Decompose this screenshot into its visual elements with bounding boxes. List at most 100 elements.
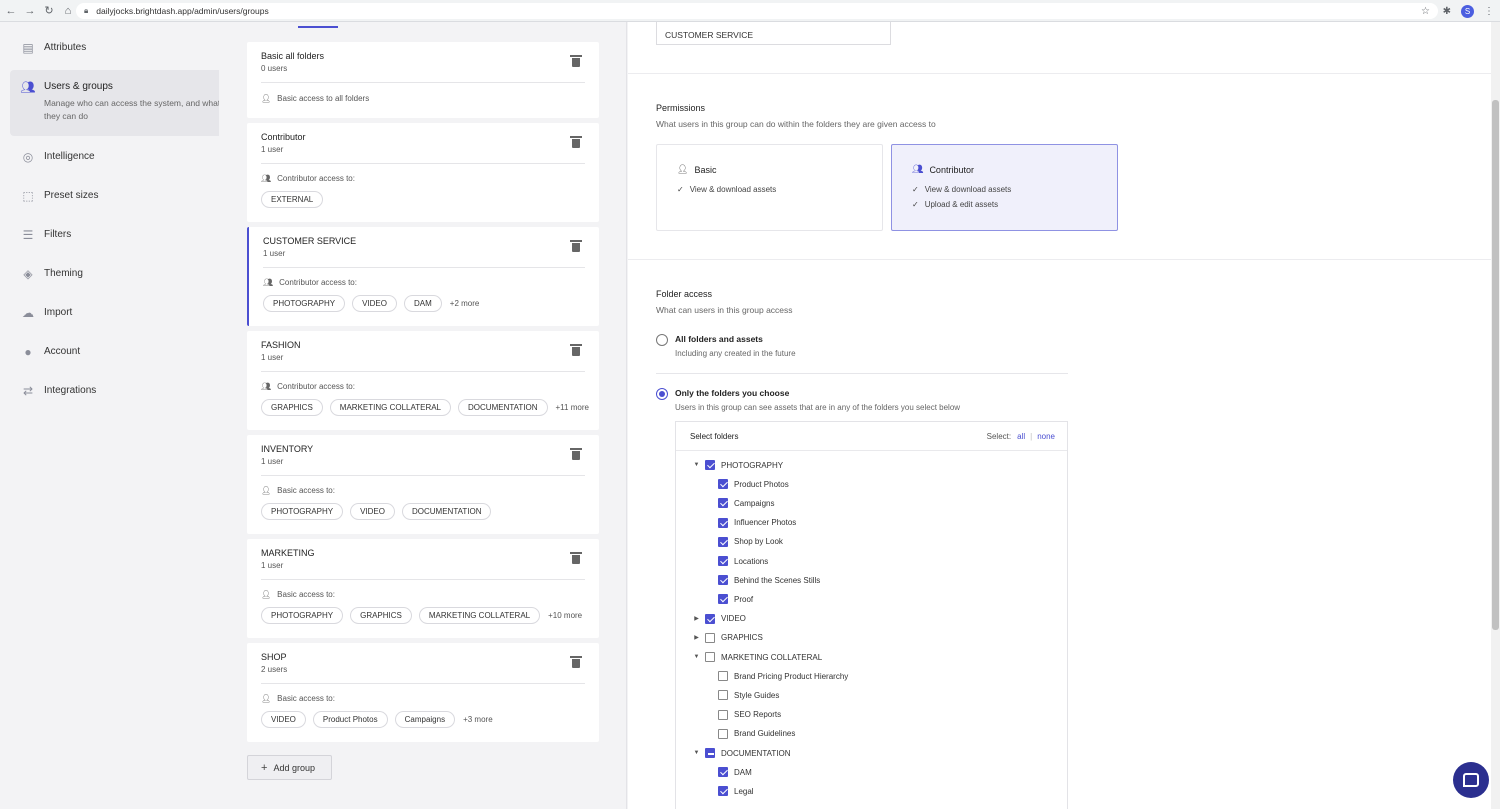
extensions-icon[interactable]: ✱ bbox=[1442, 5, 1451, 17]
folder-tree-row[interactable]: Style Guides bbox=[718, 689, 779, 701]
trash-icon[interactable] bbox=[570, 240, 582, 252]
group-card-marketing[interactable]: MARKETING 1 user 👤︎ Basic access to: PHO… bbox=[247, 539, 599, 638]
folder-tree-row[interactable]: Shop by Look bbox=[718, 536, 783, 548]
group-card-basic-all-folders[interactable]: Basic all folders 0 users 👤︎ Basic acces… bbox=[247, 42, 599, 118]
folder-checkbox[interactable] bbox=[718, 479, 728, 490]
sidebar-item-import[interactable]: ☁ Import bbox=[10, 305, 219, 321]
caret-right-icon[interactable]: ▶ bbox=[694, 616, 699, 623]
sidebar-item-intelligence[interactable]: ◎ Intelligence bbox=[10, 149, 219, 165]
folder-tree-row[interactable]: ▶ VIDEO bbox=[692, 613, 746, 625]
folder-checkbox[interactable] bbox=[705, 748, 715, 758]
folder-label: SEO Reports bbox=[734, 710, 782, 720]
group-name-input[interactable] bbox=[656, 22, 891, 45]
folder-checkbox[interactable] bbox=[718, 690, 728, 701]
caret-down-icon[interactable]: ▼ bbox=[693, 750, 700, 756]
folder-checkbox[interactable] bbox=[705, 460, 715, 470]
crop-icon: ⬚ bbox=[22, 189, 34, 203]
folder-checkbox[interactable] bbox=[718, 671, 728, 682]
radio-button-selected[interactable] bbox=[656, 388, 668, 400]
trash-icon[interactable] bbox=[570, 552, 582, 564]
plus-icon: + bbox=[261, 761, 268, 774]
browser-menu-icon[interactable]: ⋮ bbox=[1484, 5, 1494, 17]
folder-checkbox[interactable] bbox=[718, 767, 728, 778]
folder-tree-row[interactable]: Brand Guidelines bbox=[718, 728, 795, 740]
caret-down-icon[interactable]: ▼ bbox=[693, 654, 700, 660]
divider bbox=[628, 259, 1491, 260]
trash-icon[interactable] bbox=[570, 344, 582, 356]
group-card-shop[interactable]: SHOP 2 users 👤︎ Basic access to: VIDEO P… bbox=[247, 643, 599, 742]
more-folders-count: +2 more bbox=[449, 299, 480, 308]
folder-tree-row[interactable]: Locations bbox=[718, 555, 768, 567]
reload-icon[interactable]: ↻ bbox=[44, 5, 54, 17]
folder-tree-row[interactable]: Brand Pricing Product Hierarchy bbox=[718, 670, 848, 682]
bookmark-star-icon[interactable]: ☆ bbox=[1421, 5, 1430, 17]
folder-tree-row[interactable]: Product Photos bbox=[718, 478, 789, 490]
folder-label: Influencer Photos bbox=[734, 518, 797, 528]
divider bbox=[261, 475, 585, 476]
folder-checkbox[interactable] bbox=[718, 575, 728, 586]
group-card-customer-service[interactable]: CUSTOMER SERVICE 1 user 👥︎ Contributor a… bbox=[247, 227, 599, 326]
folder-tree-row[interactable]: DAM bbox=[718, 766, 752, 778]
folder-checkbox[interactable] bbox=[718, 498, 728, 509]
caret-right-icon[interactable]: ▶ bbox=[694, 635, 699, 642]
folder-checkbox[interactable] bbox=[718, 556, 728, 566]
fingerprint-icon: ◎ bbox=[22, 150, 34, 164]
sidebar-item-attributes[interactable]: ▤ Attributes bbox=[10, 40, 219, 56]
folder-checkbox[interactable] bbox=[705, 632, 715, 643]
radio-chosen-folders[interactable]: Only the folders you choose Users in thi… bbox=[656, 388, 960, 412]
sidebar-item-account[interactable]: ● Account bbox=[10, 344, 219, 360]
sidebar-item-integrations[interactable]: ⇄ Integrations bbox=[10, 383, 219, 399]
home-icon[interactable]: ⌂ bbox=[64, 4, 72, 17]
folder-tree-row[interactable]: Influencer Photos bbox=[718, 517, 796, 529]
permission-option-basic[interactable]: 👤︎ Basic ✓ View & download assets bbox=[656, 144, 883, 231]
folder-checkbox[interactable] bbox=[718, 536, 728, 547]
trash-icon[interactable] bbox=[570, 448, 582, 460]
folder-checkbox[interactable] bbox=[718, 728, 728, 739]
folder-checkbox[interactable] bbox=[718, 517, 728, 528]
trash-icon[interactable] bbox=[570, 55, 582, 67]
trash-icon[interactable] bbox=[570, 136, 582, 148]
sidebar-item-users-groups[interactable]: 👥︎ Users & groups Manage who can access … bbox=[10, 70, 219, 136]
trash-icon[interactable] bbox=[570, 656, 582, 668]
profile-avatar[interactable]: S bbox=[1461, 4, 1474, 18]
address-bar[interactable]: 🔒︎ dailyjocks.brightdash.app/admin/users… bbox=[76, 3, 1438, 19]
sidebar-item-theming[interactable]: ◈ Theming bbox=[10, 266, 219, 282]
folder-tree-row[interactable]: ▼ MARKETING COLLATERAL bbox=[692, 651, 822, 663]
folder-tree-row[interactable]: Proof bbox=[718, 593, 753, 605]
forward-icon[interactable]: → bbox=[24, 4, 36, 17]
select-all-link[interactable]: all bbox=[1017, 432, 1026, 441]
sliders-icon: ☰ bbox=[22, 228, 34, 242]
folder-checkbox[interactable] bbox=[718, 709, 728, 720]
radio-subtitle: Including any created in the future bbox=[675, 349, 796, 358]
group-card-inventory[interactable]: INVENTORY 1 user 👤︎ Basic access to: PHO… bbox=[247, 435, 599, 534]
folder-checkbox[interactable] bbox=[718, 786, 728, 797]
folder-chip: DAM bbox=[404, 295, 442, 312]
divider bbox=[656, 373, 1068, 374]
folder-tree-row[interactable]: ▼ DOCUMENTATION bbox=[692, 747, 790, 759]
folder-tree-row[interactable]: Legal bbox=[718, 785, 754, 797]
chat-launcher-button[interactable] bbox=[1453, 762, 1489, 798]
folder-tree-row[interactable]: ▶ GRAPHICS bbox=[692, 632, 763, 644]
group-card-contributor[interactable]: Contributor 1 user 👥︎ Contributor access… bbox=[247, 123, 599, 222]
sidebar-item-filters[interactable]: ☰ Filters bbox=[10, 227, 219, 243]
radio-title: Only the folders you choose bbox=[675, 388, 790, 398]
sidebar-item-preset-sizes[interactable]: ⬚ Preset sizes bbox=[10, 188, 219, 204]
scrollbar-thumb[interactable] bbox=[1492, 100, 1499, 630]
radio-button[interactable] bbox=[656, 334, 668, 346]
back-icon[interactable]: ← bbox=[5, 4, 17, 17]
folder-checkbox[interactable] bbox=[705, 652, 715, 662]
folder-tree-row[interactable]: Behind the Scenes Stills bbox=[718, 574, 820, 586]
permission-option-contributor[interactable]: 👥︎ Contributor ✓ View & download assets ✓ U… bbox=[891, 144, 1118, 231]
user-icon: 👤︎ bbox=[261, 694, 272, 703]
select-none-link[interactable]: none bbox=[1037, 432, 1055, 441]
sidebar-item-label: Intelligence bbox=[44, 151, 95, 162]
group-card-fashion[interactable]: FASHION 1 user 👥︎ Contributor access to:… bbox=[247, 331, 599, 430]
folder-tree-row[interactable]: ▼ PHOTOGRAPHY bbox=[692, 459, 783, 471]
folder-tree-row[interactable]: SEO Reports bbox=[718, 709, 781, 721]
add-group-button[interactable]: + Add group bbox=[247, 755, 332, 780]
caret-down-icon[interactable]: ▼ bbox=[693, 462, 700, 468]
folder-checkbox[interactable] bbox=[718, 594, 728, 605]
folder-tree-row[interactable]: Campaigns bbox=[718, 497, 774, 509]
radio-all-folders[interactable]: All folders and assets Including any cre… bbox=[656, 334, 796, 358]
folder-checkbox[interactable] bbox=[705, 613, 715, 624]
